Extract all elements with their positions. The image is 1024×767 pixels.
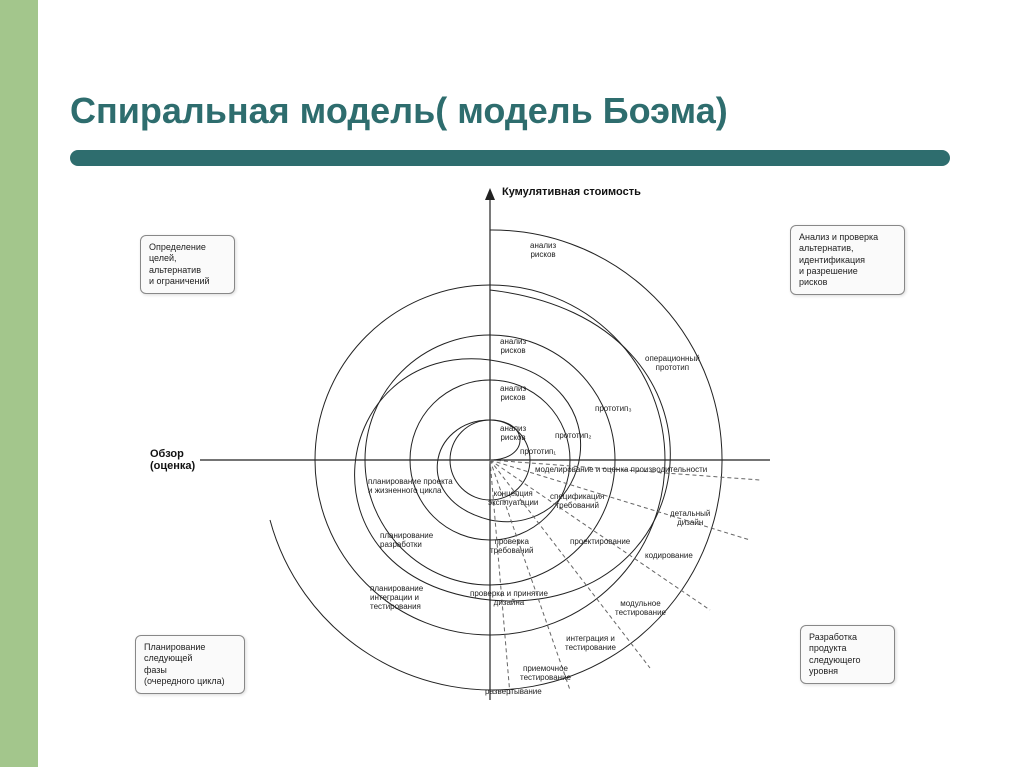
risk-1: анализ рисков [500, 425, 526, 443]
box-br: Разработка продукта следующего уровня [800, 625, 895, 684]
ls-0: планирование проекта и жизненного цикла [368, 478, 453, 496]
risk-2: анализ рисков [500, 385, 526, 403]
bc-0: концепция эксплуатации [488, 490, 538, 508]
axis-left-label: Обзор (оценка) [150, 448, 195, 472]
proto-2: прототип₂ [555, 432, 591, 441]
slide-title: Спиральная модель( модель Боэма) [70, 90, 728, 132]
sidebar-accent [0, 0, 38, 767]
bc-1: проверка требований [490, 538, 533, 556]
rs-5: интеграция и тестирование [565, 635, 616, 653]
title-underline [70, 150, 950, 166]
rs-1: спецификация требований [550, 493, 604, 511]
bc-2: проектирование [570, 538, 630, 547]
rs-0: моделирование и оценка производительност… [535, 466, 735, 475]
box-tl: Определение целей, альтернатив и огранич… [140, 235, 235, 294]
axis-top-label: Кумулятивная стоимость [502, 186, 641, 198]
rs-7: развертывание [485, 688, 542, 697]
rs-3: кодирование [645, 552, 693, 561]
proto-4: операционный прототип [645, 355, 700, 373]
ls-1: планирование разработки [380, 532, 433, 550]
ls-2: планирование интеграции и тестирования [370, 585, 423, 611]
box-tr: Анализ и проверка альтернатив, идентифик… [790, 225, 905, 295]
risk-4: анализ рисков [530, 242, 556, 260]
bc-3: проверка и принятие дизайна [470, 590, 548, 608]
proto-3: прототип₃ [595, 405, 632, 414]
rs-6: приемочное тестирование [520, 665, 571, 683]
rs-2: детальный дизайн [670, 510, 710, 528]
proto-1: прототип₁ [520, 448, 556, 457]
box-bl: Планирование следующей фазы (очередного … [135, 635, 245, 694]
rs-4: модульное тестирование [615, 600, 666, 618]
risk-3: анализ рисков [500, 338, 526, 356]
spiral-diagram: Кумулятивная стоимость Обзор (оценка) Оп… [70, 180, 970, 740]
